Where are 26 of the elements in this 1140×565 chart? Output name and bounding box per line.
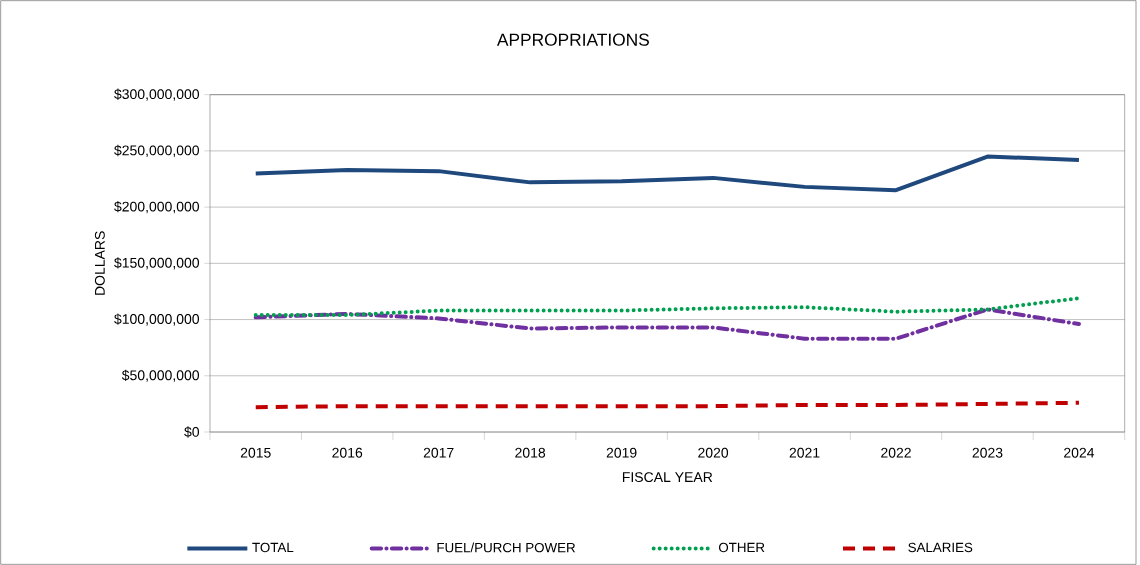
x-tick-label: 2020 [698,447,729,458]
y-tick-label: $150,000,000 [114,257,200,270]
y-tick-label: $0 [184,426,200,438]
legend-label: OTHER [718,542,765,553]
y-axis-title: DOLLARS [94,231,105,295]
x-tick-label: 2024 [1064,447,1095,458]
x-tick-label: 2015 [240,447,271,458]
x-tick-label: 2019 [606,447,637,458]
x-tick-label: 2018 [515,447,546,458]
x-axis-title: FISCAL YEAR [622,472,713,483]
x-tick-label: 2021 [789,447,820,458]
legend-label: FUEL/PURCH POWER [437,542,576,553]
legend-label: TOTAL [252,542,294,553]
x-tick-label: 2017 [423,447,454,458]
y-tick-label: $250,000,000 [114,144,200,157]
legend-label: SALARIES [908,542,973,553]
line-series [253,154,1081,193]
chart-title: APPROPRIATIONS [496,33,649,46]
y-tick-label: $100,000,000 [114,313,200,326]
y-tick-label: $300,000,000 [114,88,200,101]
y-tick-label: $50,000,000 [121,369,200,382]
x-tick-label: 2023 [972,447,1003,458]
x-tick-label: 2016 [332,447,363,458]
line-series [253,307,1081,341]
y-tick-label: $200,000,000 [114,201,200,214]
x-tick-label: 2022 [881,447,911,458]
